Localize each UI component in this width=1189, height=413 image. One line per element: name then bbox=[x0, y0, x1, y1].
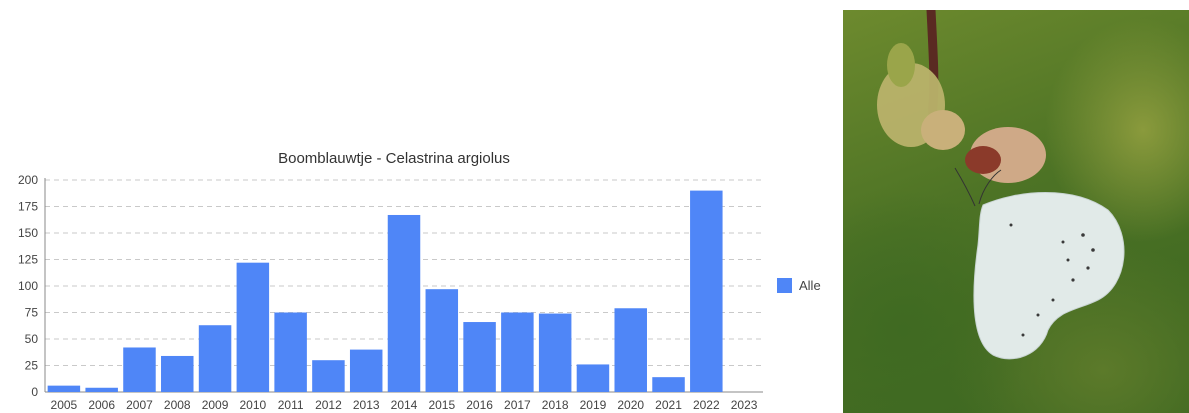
x-tick-label: 2021 bbox=[655, 398, 682, 412]
bar bbox=[312, 360, 345, 392]
x-tick-label: 2005 bbox=[51, 398, 78, 412]
butterfly-illustration bbox=[877, 10, 1125, 360]
chart-svg: Boomblauwtje - Celastrina argiolus 0 25 50 7… bbox=[18, 150, 821, 412]
chart-title: Boomblauwtje - Celastrina argiolus bbox=[278, 150, 510, 167]
bud-left-tip bbox=[887, 43, 915, 87]
legend-label: Alle bbox=[799, 278, 821, 293]
y-tick-label: 75 bbox=[25, 306, 39, 320]
antenna bbox=[978, 169, 1002, 205]
bar bbox=[614, 308, 647, 392]
bar-chart: Boomblauwtje - Celastrina argiolus 0 25 50 7… bbox=[18, 150, 821, 412]
bar bbox=[387, 214, 421, 392]
bar bbox=[47, 385, 81, 392]
antenna bbox=[954, 167, 976, 207]
bar bbox=[85, 387, 118, 392]
y-tick-label: 50 bbox=[25, 332, 39, 346]
bar bbox=[123, 347, 156, 392]
x-tick-label: 2006 bbox=[88, 398, 115, 412]
x-tick-label: 2009 bbox=[202, 398, 229, 412]
bar bbox=[236, 262, 270, 392]
bar bbox=[538, 313, 572, 392]
x-tick-label: 2017 bbox=[504, 398, 531, 412]
bar bbox=[425, 289, 459, 392]
x-tick-label: 2008 bbox=[164, 398, 191, 412]
x-tick-label: 2010 bbox=[239, 398, 266, 412]
butterfly-photo bbox=[843, 10, 1189, 413]
x-tick-label: 2011 bbox=[278, 398, 304, 412]
bud-center bbox=[921, 110, 965, 150]
butterfly-wing bbox=[973, 192, 1125, 360]
legend-swatch bbox=[777, 278, 792, 293]
x-tick-label: 2022 bbox=[693, 398, 720, 412]
bar bbox=[690, 190, 723, 392]
bar bbox=[501, 312, 534, 392]
bar bbox=[161, 355, 194, 392]
x-tick-label: 2014 bbox=[391, 398, 418, 412]
bar bbox=[576, 364, 610, 392]
bud-right-inner bbox=[965, 146, 1001, 174]
bar bbox=[463, 322, 496, 392]
x-tick-label: 2019 bbox=[580, 398, 607, 412]
x-tick-label: 2015 bbox=[428, 398, 455, 412]
x-tick-label: 2023 bbox=[731, 398, 758, 412]
bar bbox=[198, 325, 232, 392]
y-tick-label: 125 bbox=[18, 253, 38, 267]
y-tick-label: 0 bbox=[31, 385, 38, 399]
bar bbox=[349, 349, 383, 392]
y-tick-label: 100 bbox=[18, 279, 38, 293]
x-tick-label: 2007 bbox=[126, 398, 153, 412]
bar bbox=[652, 377, 685, 392]
bar bbox=[274, 312, 307, 392]
y-tick-label: 25 bbox=[25, 359, 39, 373]
x-tick-label: 2018 bbox=[542, 398, 569, 412]
wing-spots bbox=[1009, 223, 1095, 337]
x-tick-label: 2016 bbox=[466, 398, 493, 412]
x-tick-label: 2013 bbox=[353, 398, 380, 412]
x-tick-label: 2020 bbox=[617, 398, 644, 412]
y-tick-label: 150 bbox=[18, 226, 38, 240]
y-tick-label: 200 bbox=[18, 173, 38, 187]
y-tick-label: 175 bbox=[18, 200, 38, 214]
x-tick-label: 2012 bbox=[315, 398, 342, 412]
